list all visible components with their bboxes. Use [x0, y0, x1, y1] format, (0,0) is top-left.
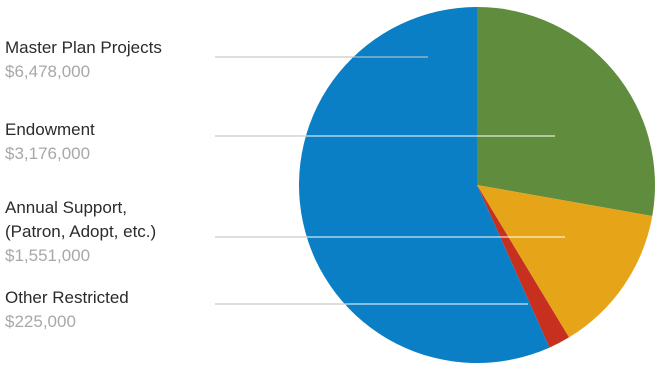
legend-label: Master Plan Projects [5, 38, 162, 57]
legend-label: Other Restricted [5, 288, 129, 307]
legend-value: $1,551,000 [5, 246, 91, 265]
legend-item-master-plan: Master Plan Projects $6,478,000 [5, 36, 162, 84]
legend-label: Endowment [5, 120, 95, 139]
pie-slice-other [477, 185, 569, 348]
legend-item-annual-support: Annual Support, (Patron, Adopt, etc.) $1… [5, 196, 156, 268]
legend-value: $3,176,000 [5, 144, 91, 163]
legend-item-endowment: Endowment $3,176,000 [5, 118, 95, 166]
pie-slice-master-projects [299, 7, 550, 363]
legend-item-other-restricted: Other Restricted $225,000 [5, 286, 129, 334]
legend-value: $225,000 [5, 312, 76, 331]
pie-slice-endowment [477, 7, 655, 217]
legend-value: $6,478,000 [5, 62, 91, 81]
pie-slice-annual [477, 185, 653, 338]
legend-label: Annual Support, (Patron, Adopt, etc.) [5, 198, 157, 241]
